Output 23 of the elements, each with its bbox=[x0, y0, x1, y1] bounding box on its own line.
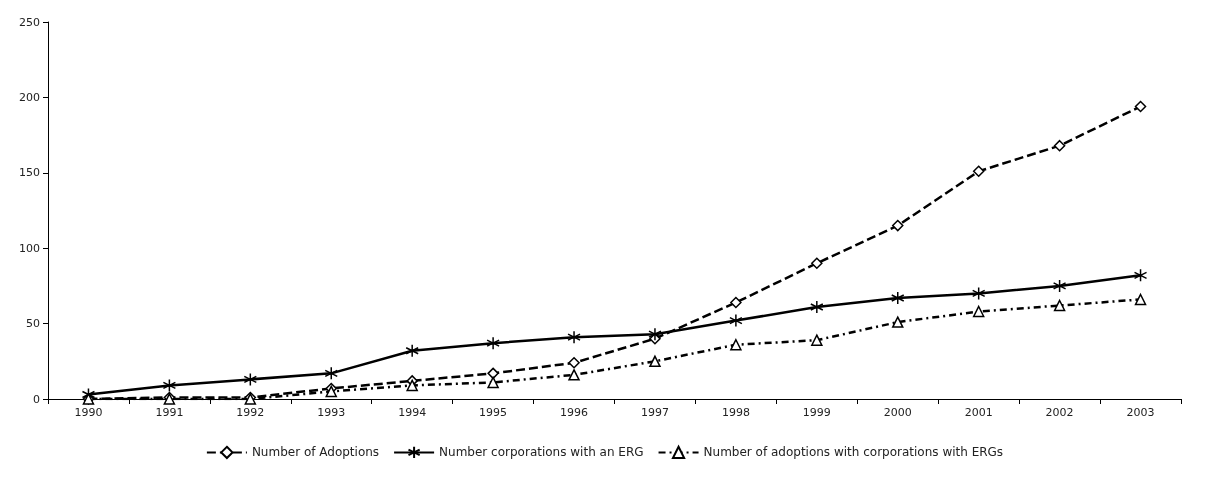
y-tick-label: 100 bbox=[19, 241, 40, 255]
x-tick-label: 1997 bbox=[640, 406, 669, 419]
x-tick-label: 1991 bbox=[155, 406, 184, 419]
x-tick-label: 1996 bbox=[560, 406, 589, 419]
x-tick-label: 1994 bbox=[398, 406, 427, 419]
x-tick-label: 2003 bbox=[1126, 406, 1155, 419]
y-tick-label: 50 bbox=[26, 317, 40, 331]
x-tick-label: 1999 bbox=[802, 406, 831, 419]
x-tick-label: 1993 bbox=[317, 406, 346, 419]
x-tick-label: 1995 bbox=[479, 406, 508, 419]
x-tick-label: 1998 bbox=[721, 406, 750, 419]
x-tick-label: 2001 bbox=[964, 406, 993, 419]
x-tick-label: 2000 bbox=[883, 406, 912, 419]
legend-label: Number of Adoptions bbox=[251, 445, 380, 460]
y-tick-label: 0 bbox=[33, 392, 40, 406]
legend-label: Number of adoptions with corporations with ERGs bbox=[703, 445, 1004, 460]
x-tick-label: 2002 bbox=[1045, 406, 1074, 419]
x-tick-label: 1990 bbox=[74, 406, 103, 419]
x-tick-label: 1992 bbox=[236, 406, 265, 419]
y-tick-label: 200 bbox=[19, 90, 40, 104]
y-tick-label: 250 bbox=[19, 15, 40, 29]
y-tick-label: 150 bbox=[19, 166, 40, 180]
legend-label: Number corporations with an ERG bbox=[439, 445, 644, 460]
